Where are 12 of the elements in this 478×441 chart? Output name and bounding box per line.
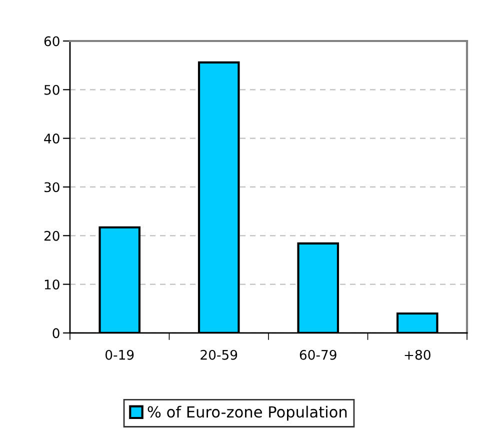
y-tick-label: 20 (44, 230, 60, 241)
y-tick-label: 60 (44, 36, 60, 46)
y-tick-label: 50 (44, 84, 60, 95)
legend-label: % of Euro-zone Population (148, 406, 347, 421)
x-tick-label: +80 (404, 350, 430, 360)
x-tick-label: 0-19 (106, 350, 134, 360)
y-tick-label: 10 (44, 280, 60, 290)
y-tick-label: 0 (52, 328, 60, 338)
y-tick-label: 40 (44, 134, 60, 144)
x-tick-label: 60-79 (300, 350, 336, 360)
x-tick-label: 20-59 (200, 350, 238, 360)
y-tick-label: 30 (44, 182, 60, 192)
